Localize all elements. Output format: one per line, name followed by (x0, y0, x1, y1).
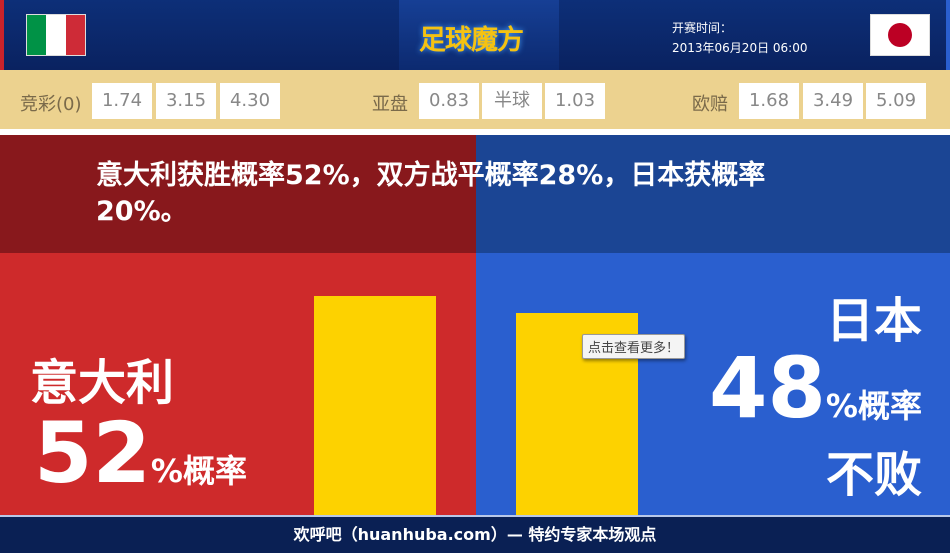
kickoff-label: 开赛时间： (672, 21, 733, 35)
jingcai-odd: 3.15 (156, 83, 216, 119)
japan-flag-icon (870, 14, 930, 56)
home-pct-value: 52 (34, 404, 151, 502)
banner-away (476, 135, 950, 253)
italy-flag-icon (26, 14, 86, 56)
jingcai-odd: 4.30 (220, 83, 280, 119)
away-unbeaten: 不败 (825, 447, 922, 503)
away-pct: 48%概率 (709, 338, 922, 456)
kickoff-info: 开赛时间： 2013年06月20日 06:00 (672, 18, 807, 58)
home-pct: 52%概率 (34, 403, 247, 521)
footer[interactable]: 欢呼吧（huanhuba.com）— 特约专家本场观点 (0, 515, 950, 553)
jingcai-odd: 1.74 (92, 83, 152, 119)
tooltip: 点击查看更多！ (582, 334, 686, 359)
home-team: 意大利 (30, 355, 175, 411)
home-pct-suffix: %概率 (150, 452, 247, 490)
asian-odd: 0.83 (419, 83, 479, 119)
away-pct-value: 48 (709, 339, 826, 437)
euro-odd: 5.09 (866, 83, 926, 119)
header: 足球魔方 开赛时间： 2013年06月20日 06:00 (0, 0, 950, 70)
asian-handicap: 半球 (482, 83, 542, 119)
home-probability-bar[interactable] (314, 296, 436, 515)
euro-odd: 3.49 (803, 83, 863, 119)
jingcai-label: 竞彩(0) (20, 94, 82, 115)
kickoff-time: 2013年06月20日 06:00 (672, 41, 808, 55)
logo-panel (399, 0, 559, 70)
euro-label: 欧赔 (692, 94, 728, 115)
euro-odd: 1.68 (739, 83, 799, 119)
headline: 意大利获胜概率52%，双方战平概率28%，日本获概率20%。 (96, 160, 766, 227)
away-team: 日本 (825, 293, 922, 349)
away-pct-suffix: %概率 (825, 387, 922, 425)
odds-bar: 竞彩(0) 1.74 3.15 4.30 亚盘 0.83 半球 1.03 欧赔 … (0, 70, 950, 132)
banner-home (0, 135, 476, 253)
asian-label: 亚盘 (372, 94, 408, 115)
asian-odd: 1.03 (545, 83, 605, 119)
logo[interactable]: 足球魔方 (419, 25, 524, 56)
